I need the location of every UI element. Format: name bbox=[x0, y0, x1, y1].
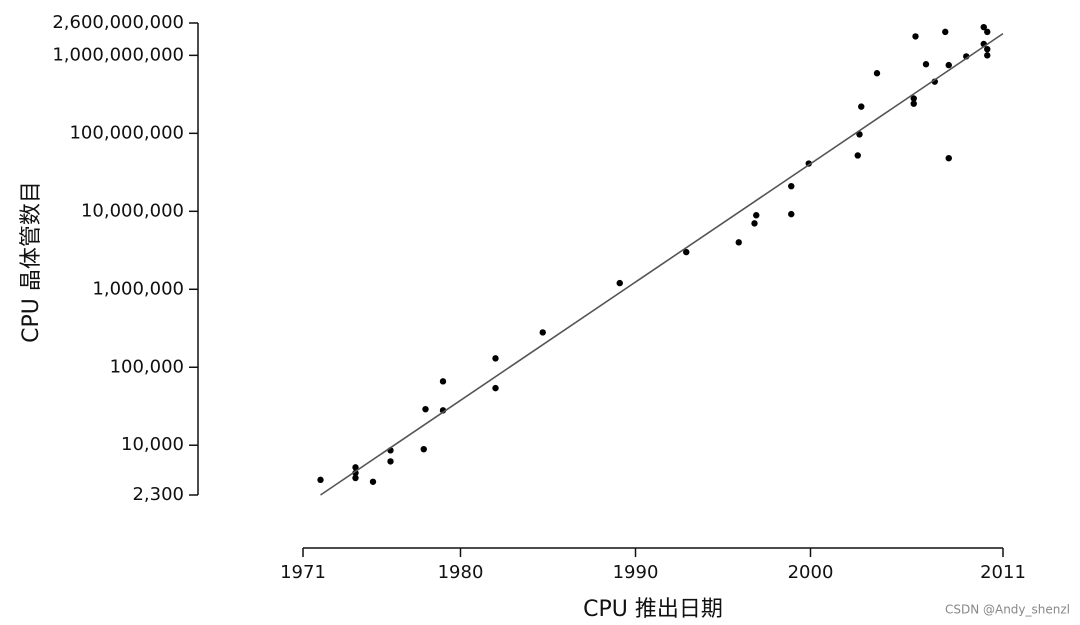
y-tick-label: 10,000 bbox=[121, 434, 184, 455]
data-point bbox=[945, 61, 952, 69]
data-point bbox=[317, 476, 324, 484]
data-point bbox=[945, 154, 952, 162]
data-point bbox=[735, 239, 742, 246]
data-point bbox=[369, 478, 377, 485]
data-point bbox=[422, 405, 429, 413]
data-point bbox=[751, 220, 758, 227]
data-point bbox=[352, 464, 359, 471]
y-tick-label: 10,000,000 bbox=[81, 200, 184, 221]
y-tick-label: 2,300 bbox=[132, 484, 184, 505]
data-point bbox=[616, 279, 623, 287]
data-point bbox=[942, 28, 949, 36]
data-point bbox=[788, 210, 795, 218]
data-point bbox=[387, 458, 394, 465]
data-point bbox=[910, 95, 917, 102]
x-tick-label: 2000 bbox=[788, 562, 834, 583]
data-point bbox=[854, 152, 861, 159]
data-point bbox=[492, 384, 499, 392]
data-point bbox=[910, 100, 917, 107]
y-tick-label: 1,000,000,000 bbox=[52, 44, 184, 65]
y-axis-title: CPU 晶体管数目 bbox=[19, 181, 44, 343]
x-tick-label: 1971 bbox=[280, 562, 326, 583]
data-point bbox=[912, 33, 919, 40]
data-point bbox=[352, 474, 359, 482]
data-point bbox=[984, 45, 991, 53]
data-point bbox=[980, 23, 987, 31]
y-tick-label: 100,000,000 bbox=[69, 122, 184, 143]
data-point bbox=[788, 182, 795, 190]
x-tick-label: 1990 bbox=[613, 562, 659, 583]
watermark: CSDN @Andy_shenzl bbox=[945, 603, 1070, 617]
data-point bbox=[873, 70, 881, 77]
data-point bbox=[352, 469, 359, 477]
data-point bbox=[492, 355, 499, 362]
data-point bbox=[683, 248, 690, 256]
y-tick-label: 1,000,000 bbox=[92, 278, 184, 299]
x-tick-label: 2011 bbox=[980, 562, 1026, 583]
data-point bbox=[984, 28, 991, 36]
trend-line bbox=[320, 32, 1004, 496]
y-tick-label: 100,000 bbox=[110, 356, 184, 377]
data-point bbox=[753, 212, 760, 219]
data-point bbox=[439, 378, 447, 385]
data-point bbox=[858, 103, 865, 110]
y-tick-label: 2,600,000,000 bbox=[52, 12, 184, 33]
x-axis-title: CPU 推出日期 bbox=[583, 597, 723, 622]
data-point bbox=[420, 445, 427, 453]
data-point bbox=[856, 131, 863, 138]
x-tick-label: 1980 bbox=[438, 562, 484, 583]
data-point bbox=[539, 329, 546, 336]
data-point bbox=[922, 61, 930, 68]
data-point bbox=[984, 52, 991, 59]
